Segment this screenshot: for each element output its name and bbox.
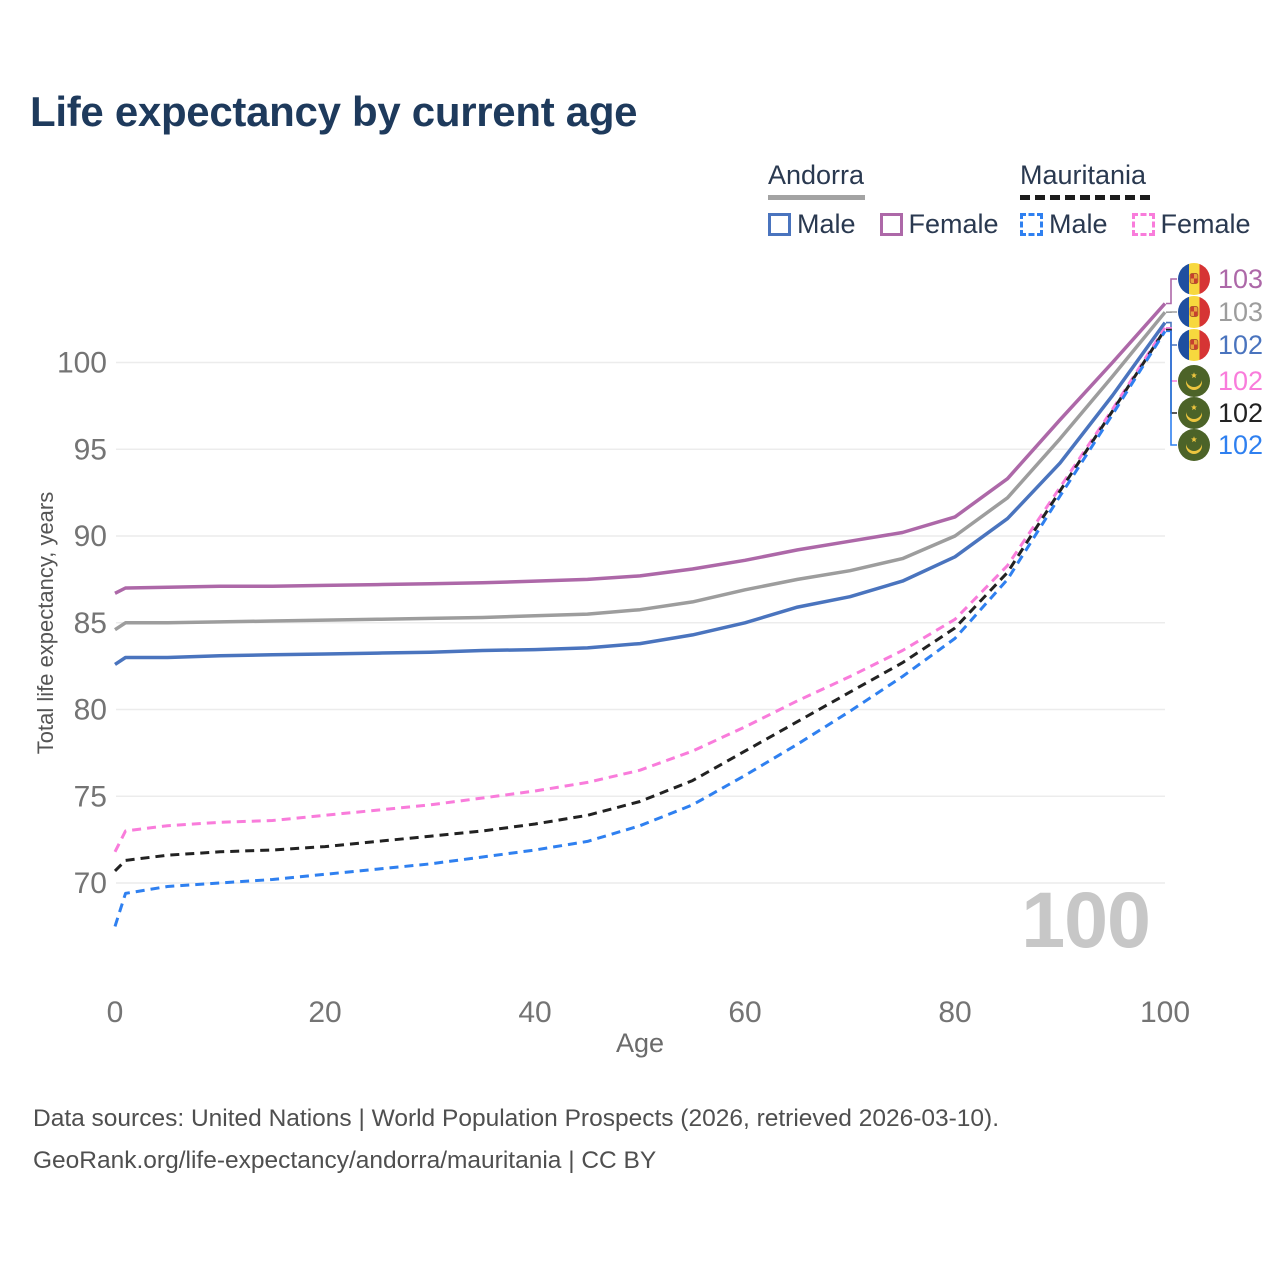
legend-group-mauritania: Mauritania Male Female	[1020, 160, 1251, 240]
end-label-value-andorra-male: 102	[1218, 330, 1263, 360]
y-tick-85: 85	[74, 607, 107, 640]
y-tick-75: 75	[74, 780, 107, 813]
data-source-text: Data sources: United Nations | World Pop…	[33, 1105, 1000, 1132]
end-label-value-andorra-both-sexes: 103	[1218, 297, 1263, 327]
y-tick-90: 90	[74, 520, 107, 553]
end-label-value-mauritania-male: 102	[1218, 430, 1263, 460]
legend-country-line-andorra	[768, 194, 865, 200]
x-tick-20: 20	[308, 996, 341, 1029]
end-label-value-mauritania-both-sexes: 102	[1218, 398, 1263, 428]
end-label-connector-andorra-female	[1166, 278, 1177, 305]
andorra-flag-icon	[1178, 296, 1210, 328]
end-label-connector-mauritania-male	[1166, 330, 1177, 446]
y-axis-title: Total life expectancy, years	[33, 491, 58, 755]
legend-swatch-andorra-female-icon	[879, 212, 903, 236]
legend-item-andorra-male[interactable]: Male	[768, 209, 856, 240]
x-tick-40: 40	[518, 996, 551, 1029]
legend-item-mauritania-male[interactable]: Male	[1020, 209, 1108, 240]
series-line-andorra-male[interactable]	[114, 321, 1167, 666]
end-label-value-mauritania-female: 102	[1218, 366, 1263, 396]
legend-group-andorra: Andorra Male Female	[768, 160, 999, 240]
series-line-mauritania-both-sexes[interactable]	[113, 328, 1167, 872]
x-tick-0: 0	[107, 996, 124, 1029]
end-label-value-andorra-female: 103	[1218, 264, 1263, 294]
attribution-text: GeoRank.org/life-expectancy/andorra/maur…	[33, 1147, 657, 1174]
y-tick-95: 95	[74, 433, 107, 466]
legend-item-andorra-female[interactable]: Female	[879, 208, 999, 240]
page-title: Life expectancy by current age	[30, 88, 638, 135]
series-line-andorra-both-sexes[interactable]	[114, 311, 1167, 632]
x-tick-100: 100	[1140, 996, 1190, 1029]
legend-swatch-mauritania-female-icon	[1131, 212, 1155, 236]
x-tick-80: 80	[938, 996, 971, 1029]
legend-country-label-andorra[interactable]: Andorra	[768, 160, 865, 190]
andorra-flag-icon	[1178, 263, 1210, 295]
x-axis-title: Age	[615, 1028, 665, 1058]
series-line-mauritania-male[interactable]	[113, 330, 1167, 927]
andorra-flag-icon	[1178, 329, 1210, 361]
legend-country-label-mauritania[interactable]: Mauritania	[1020, 160, 1147, 190]
legend-items-mauritania: Male Female	[1020, 209, 1251, 240]
legend-label-mauritania-female: Female	[1160, 208, 1251, 239]
legend-swatch-andorra-male-icon	[768, 212, 791, 236]
legend-label-andorra-male: Male	[797, 208, 856, 239]
series-line-andorra-female[interactable]	[114, 302, 1167, 595]
legend-country-line-mauritania	[1020, 194, 1150, 200]
mauritania-flag-icon	[1178, 397, 1210, 429]
x-tick-60: 60	[728, 996, 761, 1029]
legend-label-mauritania-male: Male	[1049, 208, 1108, 239]
mauritania-flag-icon	[1178, 429, 1210, 461]
y-tick-80: 80	[74, 694, 107, 727]
legend-item-mauritania-female[interactable]: Female	[1131, 208, 1251, 240]
y-tick-100: 100	[57, 347, 107, 380]
age-watermark: 100	[1021, 875, 1151, 964]
mauritania-flag-icon	[1178, 365, 1210, 397]
legend-swatch-mauritania-male-icon	[1020, 212, 1043, 236]
series-line-mauritania-female[interactable]	[113, 326, 1167, 853]
y-tick-70: 70	[74, 867, 107, 900]
legend-items-andorra: Male Female	[768, 209, 999, 240]
legend-label-andorra-female: Female	[908, 208, 999, 239]
